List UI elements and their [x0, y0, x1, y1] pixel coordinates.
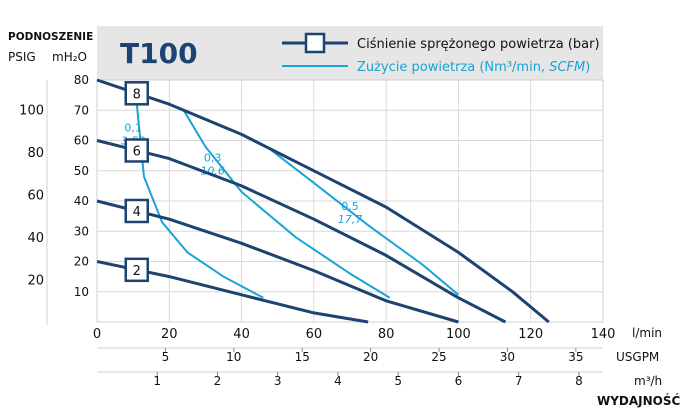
pressure-marker-2 [124, 257, 150, 283]
consumption-label-scfm: 10,6 [200, 165, 225, 178]
x-tick-label-lmin: 20 [161, 327, 178, 342]
x-tick-label-usgpm: 30 [500, 350, 515, 364]
x-tick-label-lmin: 120 [518, 327, 543, 342]
x-tick-label-m3h: 1 [153, 374, 161, 388]
x-tick-label-usgpm: 15 [295, 350, 310, 364]
x-tick-label-usgpm: 20 [363, 350, 378, 364]
consumption-curve-0-1 [135, 104, 264, 299]
pressure-marker-label: 2 [133, 264, 141, 279]
y-axis-title: PODNOSZENIE [8, 31, 93, 43]
x-tick-label-usgpm: 25 [431, 350, 446, 364]
consumption-label-scfm: 17,7 [338, 213, 363, 226]
x-tick-label-usgpm: 35 [568, 350, 583, 364]
x-unit-usgpm: USGPM [616, 350, 659, 364]
axis-ticks: 0 20 40 60 80 100 120 140 5 10 15 20 25 30 35 1 2 3 4 5 6 7 8 1… [19, 73, 615, 388]
y-tick-label-mh2o: 80 [74, 73, 89, 87]
pressure-marker-6 [124, 138, 150, 163]
grid [97, 80, 603, 322]
chart-title: T100 [120, 37, 198, 70]
consumption-label-nm3: 0,5 [341, 200, 359, 213]
header-panel [97, 26, 603, 80]
x-tick-label-lmin: 80 [378, 327, 395, 342]
pressure-marker-4 [124, 198, 150, 224]
x-tick-label-usgpm: 5 [162, 350, 170, 364]
consumption-curve-0-5 [269, 148, 460, 296]
pressure-marker-label: 4 [133, 205, 141, 220]
y-tick-label-mh2o: 10 [74, 285, 89, 299]
x-tick-label-m3h: 5 [394, 374, 402, 388]
y-unit-mh2o: mH₂O [52, 50, 87, 64]
y-tick-label-psig: 80 [27, 146, 44, 161]
pressure-marker-label: 8 [133, 87, 141, 102]
x-tick-label-m3h: 4 [334, 374, 342, 388]
x-tick-label-m3h: 8 [575, 374, 583, 388]
pressure-curves [96, 78, 550, 324]
y-tick-label-psig: 40 [27, 231, 44, 246]
consumption-curve-0-3 [182, 109, 391, 299]
pressure-markers: 8 6 4 2 [124, 81, 150, 283]
consumption-label-nm3: 0,3 [204, 152, 222, 165]
x-tick-label-lmin: 40 [233, 327, 250, 342]
y-tick-label-mh2o: 50 [74, 164, 89, 178]
y-tick-label-psig: 100 [19, 103, 44, 118]
pressure-curve-8 [96, 78, 550, 324]
consumption-label-nm3: 0,1 [124, 121, 142, 134]
y-tick-label-mh2o: 20 [74, 255, 89, 269]
x-axis-title: WYDAJNOŚĆ [597, 393, 681, 408]
x-unit-m3h: m³/h [634, 374, 662, 388]
x-tick-label-lmin: 60 [306, 327, 323, 342]
x-tick-label-m3h: 6 [455, 374, 463, 388]
pressure-curve-4 [96, 199, 459, 324]
legend-consumption-label: Zużycie powietrza (Nm³/min, SCFM) [357, 60, 590, 75]
x-tick-label-m3h: 2 [214, 374, 222, 388]
y-tick-label-mh2o: 60 [74, 134, 89, 148]
x-tick-label-lmin: 100 [446, 327, 471, 342]
x-tick-label-lmin: 0 [93, 327, 101, 342]
y-tick-label-psig: 20 [27, 273, 44, 288]
pressure-marker-label: 6 [133, 144, 141, 159]
y-tick-label-psig: 60 [27, 188, 44, 203]
pressure-curve-6 [96, 139, 507, 324]
legend-pressure-marker [304, 32, 326, 54]
x-tick-label-m3h: 3 [274, 374, 282, 388]
legend-pressure-label: Ciśnienie sprężonego powietrza (bar) [357, 37, 600, 52]
x-tick-label-m3h: 7 [515, 374, 523, 388]
pressure-marker-8 [124, 81, 150, 106]
x-tick-label-lmin: 140 [591, 327, 616, 342]
y-tick-label-mh2o: 40 [74, 194, 89, 208]
x-unit-lmin: l/min [632, 326, 662, 340]
legend: Ciśnienie sprężonego powietrza (bar) Zuż… [282, 32, 600, 75]
x-tick-label-usgpm: 10 [226, 350, 241, 364]
y-unit-psig: PSIG [8, 50, 36, 64]
y-tick-label-mh2o: 70 [74, 103, 89, 117]
y-tick-label-mh2o: 30 [74, 224, 89, 238]
